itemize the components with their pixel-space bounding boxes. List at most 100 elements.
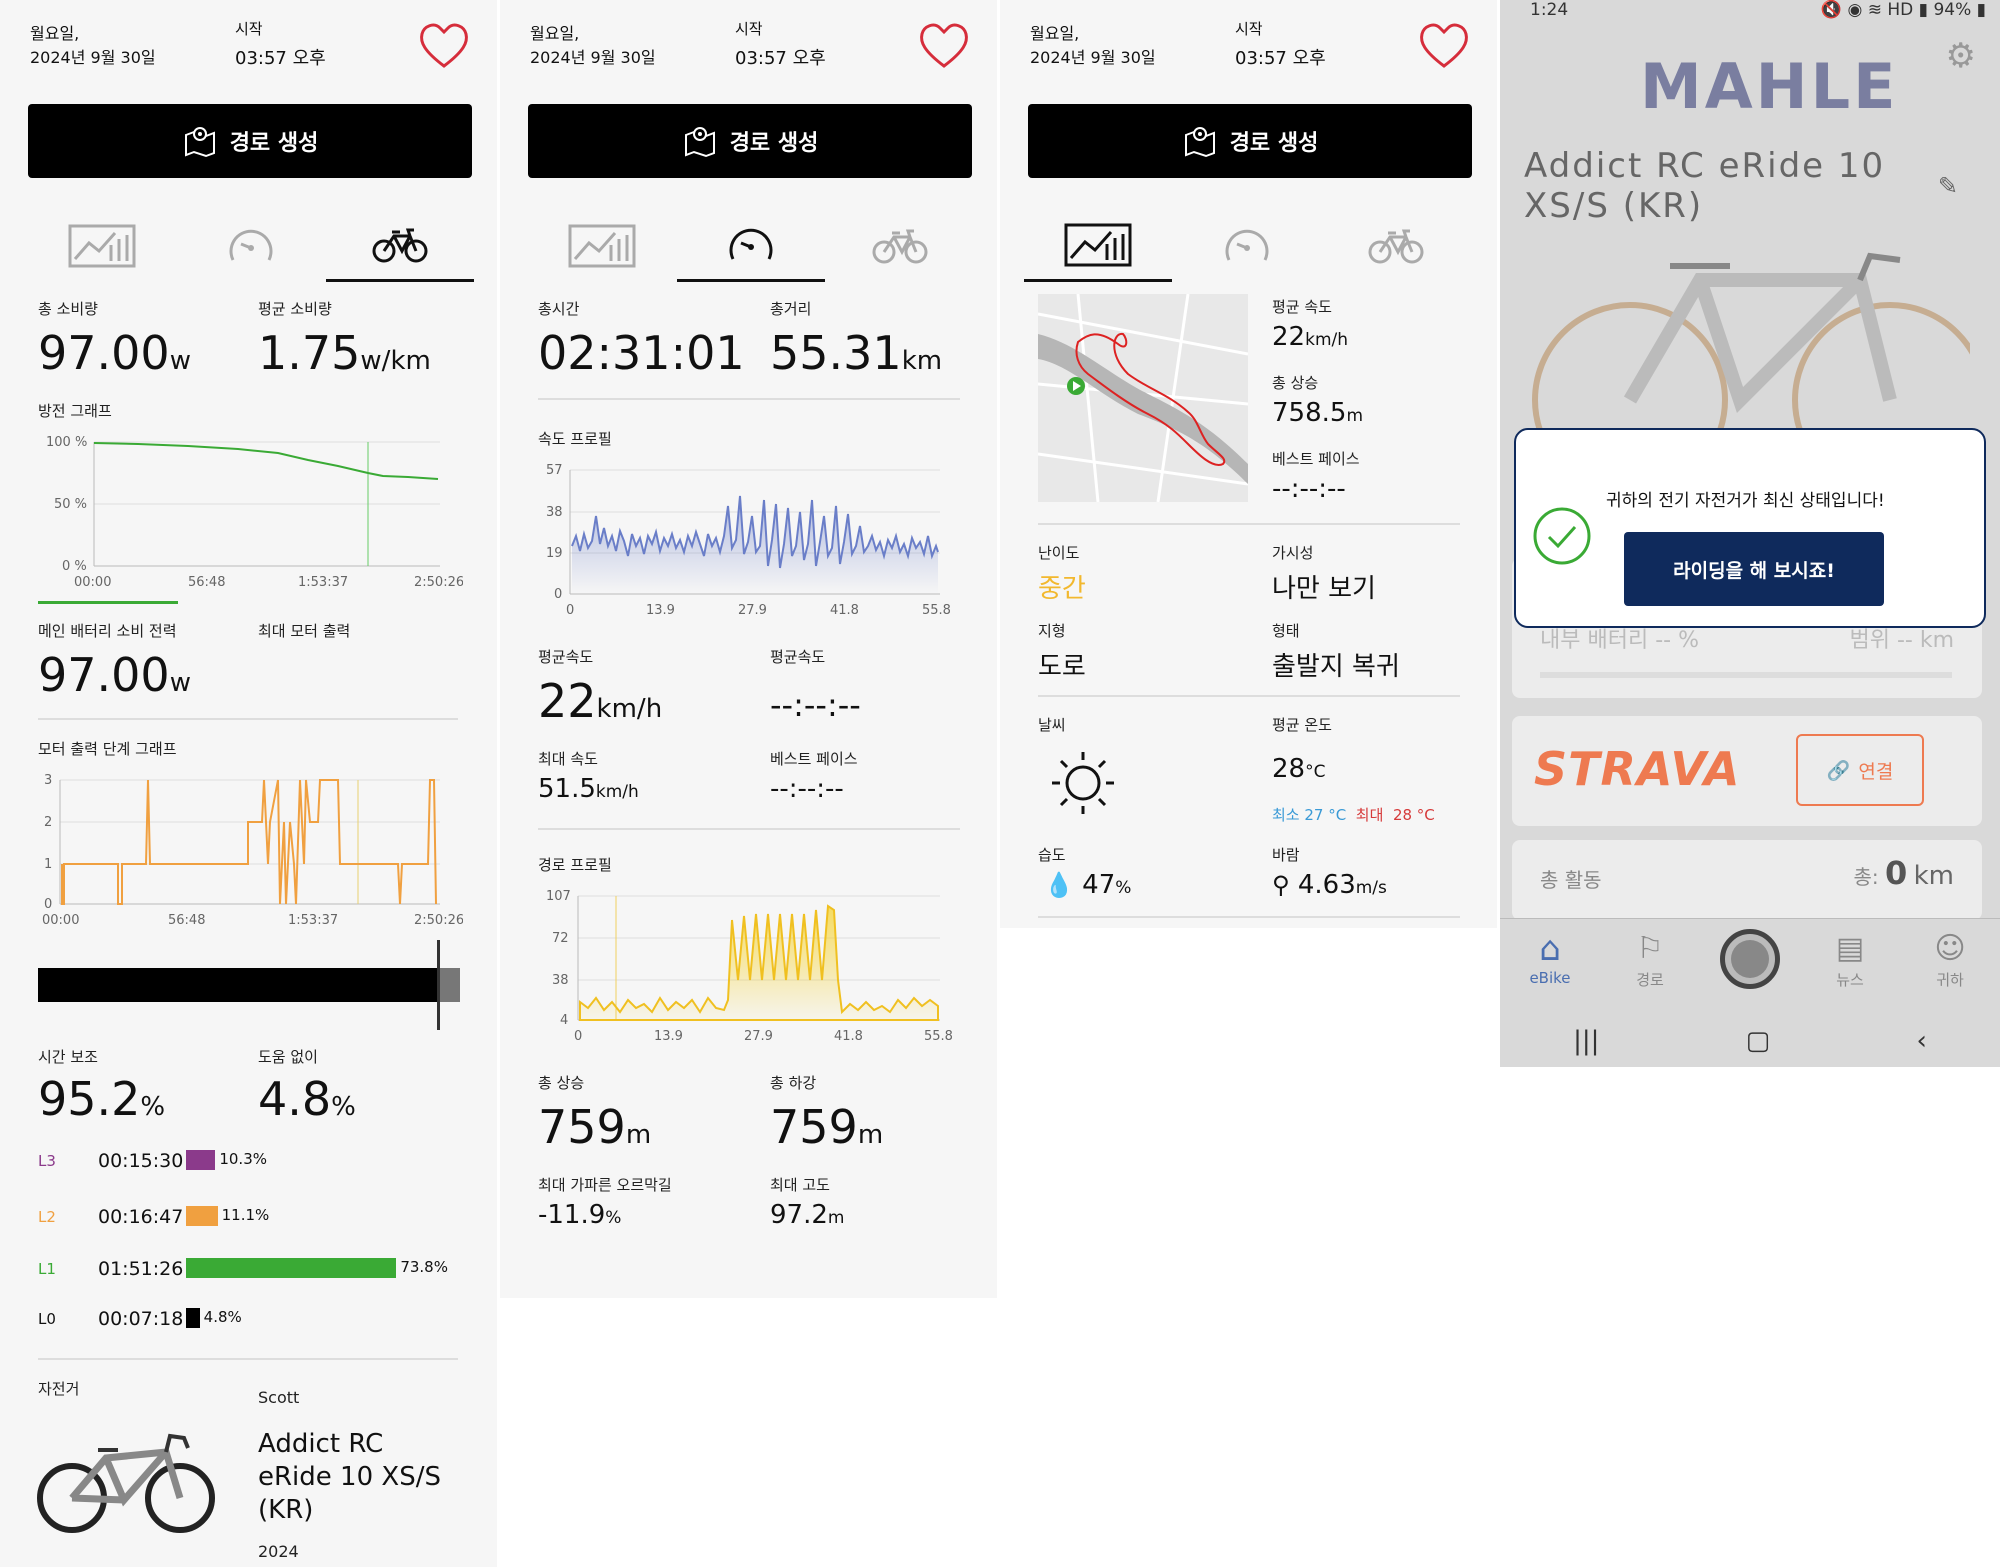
tab-speed[interactable]: [1173, 210, 1321, 282]
time-scrubber[interactable]: [38, 968, 438, 1002]
create-route-label: 경로 생성: [229, 131, 319, 156]
tab-map[interactable]: [528, 210, 676, 282]
edit-icon[interactable]: ✎: [1937, 172, 1958, 200]
record-button[interactable]: [1720, 929, 1780, 989]
x-tick: 00:00: [42, 913, 79, 928]
ride-summary-panel: 월요일, 2024년 9월 30일 시작 03:57 오후 경로 생성 평균 속도…: [1000, 0, 1497, 928]
level-pct: 73.8%: [400, 1258, 448, 1276]
create-route-button[interactable]: 경로 생성: [528, 104, 972, 178]
y-tick: 0: [554, 587, 562, 602]
terrain-label: 지형: [1038, 622, 1066, 640]
y-tick: 100 %: [46, 435, 87, 450]
tab-speed[interactable]: [177, 210, 325, 282]
home-button-icon[interactable]: ▢: [1745, 1025, 1771, 1056]
temp-range: 최소 27 °C 최대 28 °C: [1272, 806, 1435, 824]
user-icon: ☺: [1934, 931, 1966, 966]
x-tick: 0: [566, 603, 574, 618]
avg-temp-value: 28°C: [1272, 754, 1326, 784]
x-tick: 55.8: [924, 1029, 953, 1044]
tab-speed[interactable]: [677, 210, 825, 282]
total-time-label: 총시간: [538, 300, 580, 318]
level-name: L0: [38, 1310, 56, 1328]
avg-pace-value: --:--:--: [770, 686, 861, 724]
start-label: 시작: [735, 20, 763, 38]
max-motor-label: 최대 모터 출력: [258, 622, 351, 640]
visibility-label: 가시성: [1272, 544, 1314, 562]
divider: [1038, 916, 1460, 918]
tab-map[interactable]: [28, 210, 176, 282]
battery-bar: [1540, 672, 1952, 678]
type-value: 출발지 복귀: [1272, 652, 1400, 682]
status-icons: 🔇 ◉ ≋ HD ▮ 94% ▮: [1820, 0, 1986, 20]
bike-label: 자전거: [38, 1380, 80, 1398]
ride-energy-panel: 월요일, 2024년 9월 30일 시작 03:57 오후 경로 생성 총 소비량…: [0, 0, 497, 1567]
level-name: L1: [38, 1260, 56, 1278]
total-dist-value: 55.31km: [770, 326, 943, 380]
max-alt-value: 97.2m: [770, 1200, 845, 1230]
speed-profile-label: 속도 프로필: [538, 430, 612, 448]
nav-news[interactable]: ▤ 뉴스: [1800, 929, 1900, 990]
start-label: 시작: [1235, 20, 1263, 38]
chart-icon: [68, 224, 136, 268]
y-tick: 0: [44, 897, 52, 912]
nav-profile[interactable]: ☺ 귀하: [1900, 929, 2000, 990]
best-pace-label: 베스트 페이스: [1272, 450, 1360, 468]
link-icon: 🔗: [1826, 759, 1851, 782]
scrubber-handle[interactable]: [437, 940, 440, 1030]
back-icon[interactable]: ‹: [1916, 1025, 1927, 1056]
settings-icon[interactable]: ⚙: [1945, 36, 1976, 76]
nav-route[interactable]: ⚐ 경로: [1600, 929, 1700, 990]
ride-date: 월요일, 2024년 9월 30일: [530, 24, 656, 67]
x-tick: 41.8: [834, 1029, 863, 1044]
ride-date: 월요일, 2024년 9월 30일: [1030, 24, 1156, 67]
create-route-button[interactable]: 경로 생성: [28, 104, 472, 178]
humidity-label: 습도: [1038, 846, 1066, 864]
assist-value: 95.2%: [38, 1072, 166, 1126]
nav-ebike[interactable]: ⌂ eBike: [1500, 929, 1600, 987]
create-route-button[interactable]: 경로 생성: [1028, 104, 1472, 178]
tab-bike[interactable]: [326, 210, 474, 282]
divider: [38, 1358, 458, 1360]
level-time: 00:07:18: [98, 1308, 184, 1330]
ride-header: 월요일, 2024년 9월 30일 시작 03:57 오후: [530, 18, 977, 78]
tab-bike[interactable]: [826, 210, 974, 282]
y-tick: 57: [546, 463, 563, 478]
start-riding-button[interactable]: 라이딩을 해 보시죠!: [1624, 532, 1884, 606]
difficulty-value: 중간: [1038, 574, 1086, 604]
sun-icon: [1052, 752, 1114, 814]
bicycle-icon: [1368, 229, 1424, 264]
strava-card: STRAVA 🔗 연결: [1512, 716, 1982, 826]
level-time: 00:16:47: [98, 1206, 184, 1228]
avg-speed-label: 평균 속도: [1272, 298, 1332, 316]
route-map[interactable]: [1038, 294, 1248, 502]
tab-bike[interactable]: [1322, 210, 1470, 282]
level-bar: [186, 1308, 200, 1328]
speed-profile-chart: 57 38 19 0 0 13.9 27.9 41.8 55.8: [546, 463, 951, 618]
status-time: 1:24: [1530, 0, 1569, 20]
total-ascent-value: 758.5m: [1272, 398, 1363, 428]
system-nav: ||| ▢ ‹: [1500, 1014, 2000, 1067]
recents-icon[interactable]: |||: [1573, 1025, 1600, 1056]
strava-connect-button[interactable]: 🔗 연결: [1796, 734, 1924, 806]
max-speed-value: 51.5km/h: [538, 774, 639, 804]
best-pace-label: 베스트 페이스: [770, 750, 858, 768]
assist-label: 시간 보조: [38, 1048, 98, 1066]
avg-speed-label: 평균속도: [538, 648, 594, 666]
bike-name: Addict RC eRide 10 XS/S (KR): [1524, 146, 1886, 226]
divider: [1038, 523, 1460, 525]
x-tick: 0: [574, 1029, 582, 1044]
best-pace-value: --:--:--: [770, 774, 844, 804]
divider: [538, 828, 960, 830]
y-tick: 50 %: [54, 497, 87, 512]
tab-indicator: [38, 601, 178, 604]
bike-image: [37, 1433, 215, 1533]
heart-icon[interactable]: [916, 18, 972, 74]
start-time: 03:57 오후: [735, 48, 826, 69]
bottom-nav: ⌂ eBike ⚐ 경로 ▤ 뉴스 ☺ 귀하: [1500, 918, 2000, 1014]
heart-icon[interactable]: [1416, 18, 1472, 74]
x-tick: 56:48: [168, 913, 205, 928]
y-tick: 107: [546, 889, 571, 904]
tab-map[interactable]: [1024, 210, 1172, 282]
heart-icon[interactable]: [416, 18, 472, 74]
x-tick: 1:53:37: [288, 913, 338, 928]
